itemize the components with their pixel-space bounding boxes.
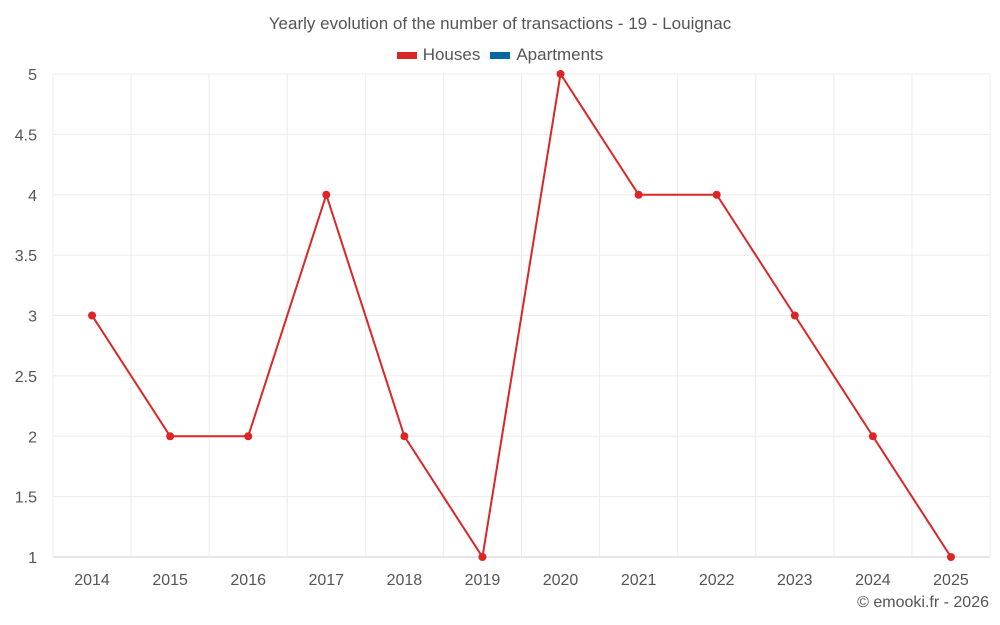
y-tick-label: 5 <box>28 67 37 84</box>
data-point <box>946 553 955 561</box>
x-tick-label: 2020 <box>543 572 579 589</box>
y-tick-label: 2 <box>28 429 37 446</box>
x-tick-label: 2023 <box>777 572 813 589</box>
x-tick-label: 2022 <box>699 572 735 589</box>
x-tick-label: 2018 <box>387 572 423 589</box>
data-point <box>478 553 487 561</box>
x-tick-label: 2021 <box>621 572 657 589</box>
data-point <box>868 432 877 441</box>
y-tick-label: 2.5 <box>15 369 37 386</box>
y-tick-label: 3 <box>28 309 37 326</box>
y-tick-label: 3.5 <box>15 248 37 265</box>
y-tick-label: 1.5 <box>15 490 37 507</box>
x-tick-label: 2016 <box>230 572 266 589</box>
legend-swatch-houses <box>396 51 417 59</box>
legend-label-houses: Houses <box>422 45 481 64</box>
data-point <box>244 432 253 441</box>
x-tick-label: 2019 <box>465 572 501 589</box>
series-line-houses <box>91 71 952 560</box>
x-tick-label: 2017 <box>308 572 344 589</box>
legend-label-apartments: Apartments <box>516 45 604 64</box>
y-tick-label: 4 <box>28 188 37 205</box>
y-tick-label: 1 <box>28 550 37 567</box>
legend-swatch-apartments <box>490 51 511 59</box>
legend: Houses Apartments <box>0 45 1000 65</box>
legend-item-houses[interactable]: Houses <box>396 45 481 65</box>
credit-text: © emooki.fr - 2026 <box>857 594 989 611</box>
data-point <box>322 190 331 199</box>
data-point <box>166 432 175 441</box>
data-point <box>400 432 409 441</box>
x-tick-label: 2014 <box>74 572 110 589</box>
data-point <box>634 190 643 199</box>
legend-item-apartments[interactable]: Apartments <box>490 45 603 65</box>
y-tick-label: 4.5 <box>15 127 37 144</box>
data-point <box>790 311 799 320</box>
x-tick-label: 2015 <box>152 572 188 589</box>
x-tick-label: 2025 <box>933 572 969 589</box>
data-point <box>88 311 97 320</box>
x-tick-label: 2024 <box>855 572 891 589</box>
data-point <box>556 70 565 78</box>
data-point <box>712 190 721 199</box>
chart-title: Yearly evolution of the number of transa… <box>268 14 732 33</box>
